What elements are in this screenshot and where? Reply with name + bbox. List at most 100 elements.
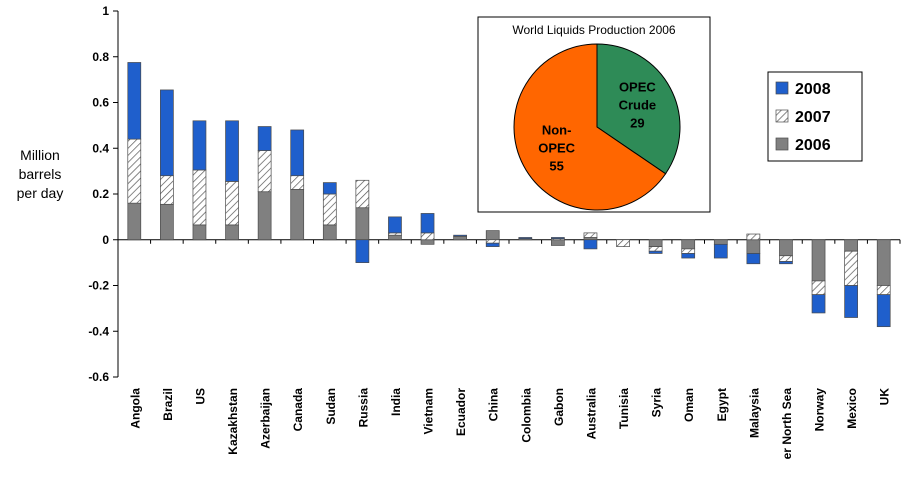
bar-2007-mexico <box>844 250 858 286</box>
bar-2006-russia <box>355 207 370 241</box>
bar-2007-tunisia <box>616 239 630 247</box>
bar-2008-sudan <box>322 182 337 195</box>
pie-slice-non-opec <box>513 43 667 211</box>
bar-2008-uk <box>876 294 891 328</box>
x-tick-label: Angola <box>128 388 142 429</box>
y-tick-label: 0.8 <box>92 50 109 64</box>
x-tick-label: Malaysia <box>747 388 761 438</box>
legend-label-2008: 2008 <box>795 81 831 98</box>
bar-2008-us <box>192 120 207 171</box>
x-tick-label: UK <box>878 388 892 406</box>
pie-label-non-opec: OPEC <box>538 140 575 155</box>
bar-2008-azerbaijan <box>257 126 272 151</box>
y-tick-label: -0.2 <box>88 279 109 293</box>
x-tick-label: Egypt <box>715 388 729 421</box>
bar-2008-vietnam <box>420 213 435 234</box>
bar-2008-angola <box>127 62 142 140</box>
bar-2006-norway <box>811 239 826 282</box>
bar-2008-gabon <box>551 237 565 239</box>
bar-2007-uk <box>876 285 891 295</box>
x-tick-label: Vietnam <box>422 388 436 434</box>
x-tick-label: Australia <box>584 388 598 440</box>
inset-title: World Liquids Production 2006 <box>512 23 676 37</box>
bar-2006-sudan <box>322 224 337 241</box>
x-tick-label: India <box>389 388 403 416</box>
axes: 1 0.8 0.6 0.4 0.2 0 -0.2 -0.4 -0.6 <box>88 4 901 384</box>
x-tick-label: Oman <box>682 388 696 422</box>
bar-2007-other-north-sea <box>779 255 793 262</box>
bar-2007-vietnam <box>420 232 435 241</box>
x-tick-label: Tunisia <box>617 388 631 429</box>
pie-slice-opec-crude <box>596 43 681 175</box>
bar-2007-azerbaijan <box>257 150 272 193</box>
bar-2008-ecuador <box>453 234 467 237</box>
x-tick-label: US <box>193 388 207 405</box>
x-tick-label: Mexico <box>845 388 859 429</box>
bar-2008-canada <box>290 129 305 177</box>
legend: 2008 2007 2006 <box>767 71 863 162</box>
bar-2007-canada <box>290 175 305 190</box>
legend-label-2007: 2007 <box>795 109 831 126</box>
bar-2006-canada <box>290 189 305 241</box>
x-tick-label: China <box>487 388 501 422</box>
x-tick-label: Ecuador <box>454 388 468 436</box>
x-tick-label: Norway <box>813 388 827 432</box>
bar-2006-india <box>388 234 402 241</box>
bar-2006-mexico <box>844 239 858 252</box>
bar-2007-angola <box>127 138 142 204</box>
bar-2008-australia <box>583 239 598 250</box>
x-tick-label: Gabon <box>552 388 566 426</box>
y-tick-label: -0.6 <box>88 370 109 384</box>
bar-2007-china <box>485 239 500 244</box>
bar-2008-oman <box>681 253 696 259</box>
bars <box>127 62 891 328</box>
x-tick-label: Brazil <box>161 388 175 421</box>
bar-2006-egypt <box>713 239 728 245</box>
x-tick-label: Canada <box>291 388 305 432</box>
x-tick-label: Russia <box>356 388 370 428</box>
y-tick-label: 0.6 <box>92 96 109 110</box>
x-tick-label: Colombia <box>519 388 533 443</box>
bar-2006-azerbaijan <box>257 191 272 241</box>
y-tick-label: 0 <box>102 233 109 247</box>
bar-2008-india <box>388 216 402 234</box>
bar-2008-syria <box>648 250 663 254</box>
bar-2006-other-north-sea <box>779 239 793 257</box>
y-tick-label: 0.4 <box>92 141 109 155</box>
bar-2006-brazil <box>160 203 174 241</box>
bar-2007-russia <box>355 179 370 209</box>
bar-2007-oman <box>681 248 696 254</box>
bar-2007-norway <box>811 280 826 295</box>
bar-2006-china <box>485 230 500 241</box>
pie-label-opec-crude: 29 <box>630 116 644 131</box>
bar-2006-uk <box>876 239 891 286</box>
bar-2008-brazil <box>160 89 174 177</box>
x-tick-label: er North Sea <box>780 388 794 460</box>
bar-2008-egypt <box>713 243 728 259</box>
bar-2007-us <box>192 169 207 226</box>
pie-label-opec-crude: Crude <box>619 98 657 113</box>
bar-2007-sudan <box>322 193 337 226</box>
y-axis-title-line-3: per day <box>16 185 64 201</box>
y-tick-label: -0.4 <box>88 324 109 338</box>
y-axis-title-line-2: barrels <box>18 166 62 182</box>
bar-2008-other-north-sea <box>779 261 793 265</box>
bar-2008-malaysia <box>746 253 761 265</box>
y-axis-title-line-1: Million <box>20 147 60 163</box>
bar-2006-oman <box>681 239 696 250</box>
bar-2008-colombia <box>518 237 533 239</box>
pie-inset: World Liquids Production 2006 OPEC Crude 29… <box>477 16 711 213</box>
x-tick-label: Azerbaijan <box>259 388 273 449</box>
bar-2006-kazakhstan <box>225 224 239 241</box>
bar-2008-russia <box>355 239 370 263</box>
bar-2007-brazil <box>160 175 174 205</box>
bar-2008-norway <box>811 294 826 314</box>
bar-2007-australia <box>583 232 598 238</box>
bar-2008-china <box>485 242 500 247</box>
bar-2007-malaysia <box>746 233 761 241</box>
legend-swatch-2007 <box>775 109 789 123</box>
bar-2006-gabon <box>551 239 565 246</box>
legend-label-2006: 2006 <box>795 137 831 154</box>
y-tick-label: 0.2 <box>92 187 109 201</box>
legend-swatch-2006 <box>775 137 789 151</box>
